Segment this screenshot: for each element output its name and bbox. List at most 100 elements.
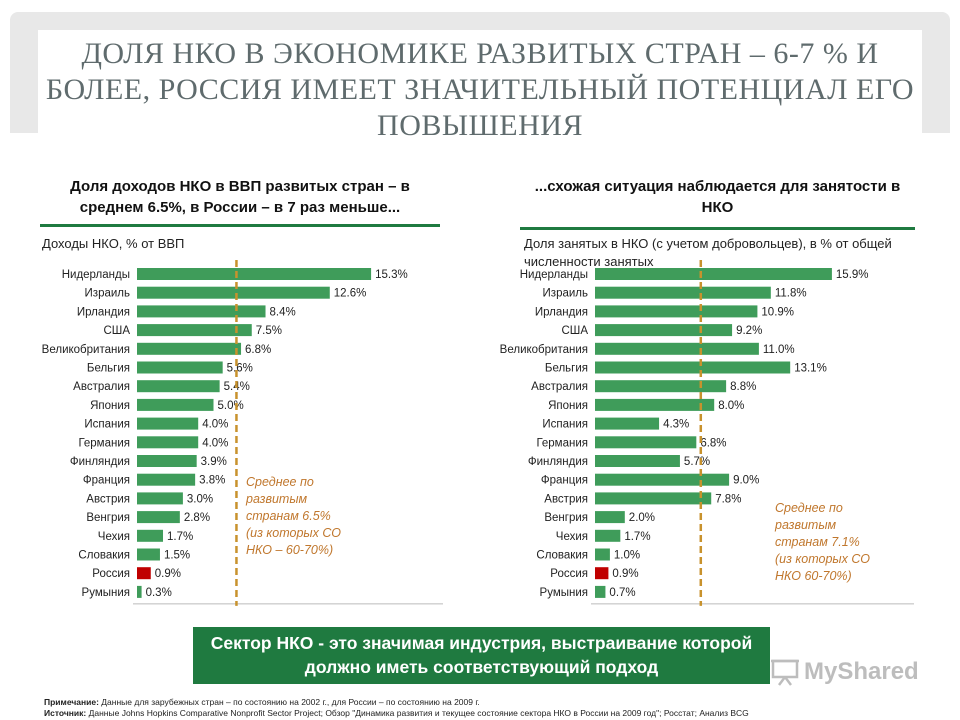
right-average-note-line: странам 7.1%: [775, 535, 860, 549]
right-bar: [595, 361, 791, 374]
right-value-label: 8.8%: [730, 381, 756, 393]
right-bar: [595, 268, 832, 280]
footnote-source-label: Источник:: [44, 708, 87, 718]
right-bar: [595, 342, 759, 355]
right-bar: [595, 455, 680, 467]
left-value-label: 0.9%: [155, 568, 181, 580]
left-bar: [137, 380, 220, 393]
right-bar: [595, 529, 621, 542]
left-bar: [137, 268, 372, 280]
left-average-note-line: развитым: [245, 492, 308, 506]
right-bar: [595, 548, 610, 561]
right-value-label: 8.0%: [718, 400, 744, 412]
right-category-label: США: [561, 325, 588, 337]
right-value-label: 5.7%: [684, 456, 710, 468]
left-category-label: Германия: [78, 437, 130, 449]
right-average-note-line: (из которых СО: [775, 552, 870, 566]
right-category-label: Нидерланды: [520, 269, 588, 281]
left-category-label: Словакия: [78, 550, 130, 562]
left-bar: [137, 398, 214, 411]
right-bar: [595, 436, 697, 449]
right-bar: [595, 585, 606, 598]
right-bar: [595, 473, 730, 486]
footnote-note: Примечание: Данные для зарубежных стран …: [44, 697, 749, 708]
watermark-text: MyShared: [804, 658, 919, 685]
left-bar: [137, 548, 160, 561]
right-category-label: Россия: [550, 568, 588, 580]
left-bar: [137, 342, 242, 355]
left-average-note-line: НКО – 60-70%): [246, 543, 333, 557]
left-category-label: Великобритания: [42, 344, 130, 356]
right-value-label: 15.9%: [836, 269, 869, 281]
left-value-label: 8.4%: [270, 306, 296, 318]
right-category-label: Венгрия: [544, 512, 588, 524]
right-value-label: 7.8%: [715, 493, 741, 505]
left-value-label: 5.0%: [218, 400, 244, 412]
left-chart-subtitle: Доходы НКО, % от ВВП: [42, 236, 185, 251]
slide-title: ДОЛЯ НКО В ЭКОНОМИКЕ РАЗВИТЫХ СТРАН – 6-…: [45, 37, 915, 142]
right-value-label: 0.9%: [612, 568, 638, 580]
left-chart-title: Доля доходов НКО в ВВП развитых стран – …: [70, 178, 410, 216]
watermark: MyShared: [770, 657, 919, 687]
right-value-label: 11.8%: [775, 288, 807, 300]
right-value-label: 6.8%: [700, 437, 726, 449]
right-bar: [595, 511, 625, 524]
right-category-label: Великобритания: [500, 344, 588, 356]
right-bar: [595, 380, 727, 393]
left-value-label: 5.6%: [227, 363, 253, 375]
left-category-label: Нидерланды: [62, 269, 130, 281]
right-value-label: 1.7%: [624, 531, 650, 543]
left-category-label: Австралия: [73, 381, 130, 393]
left-bar-russia: [137, 567, 151, 580]
left-value-label: 1.7%: [167, 531, 193, 543]
left-bar: [137, 324, 252, 337]
right-value-label: 1.0%: [614, 550, 640, 562]
right-category-label: Австралия: [531, 381, 588, 393]
footnote-source-text: Данные Johns Hopkins Comparative Nonprof…: [88, 708, 749, 718]
left-bar: [137, 511, 180, 524]
right-bar: [595, 398, 715, 411]
right-bar-russia: [595, 567, 609, 580]
left-bar: [137, 286, 330, 299]
right-category-label: Чехия: [556, 531, 588, 543]
left-average-note-line: Среднее по: [246, 475, 314, 489]
left-value-label: 4.0%: [202, 437, 228, 449]
right-category-label: Германия: [536, 437, 588, 449]
left-value-label: 3.0%: [187, 493, 213, 505]
right-category-label: Израиль: [543, 288, 588, 300]
right-average-note-line: развитым: [774, 518, 837, 532]
left-bar: [137, 436, 199, 449]
left-value-label: 15.3%: [375, 269, 408, 281]
left-category-label: Финляндия: [70, 456, 130, 468]
right-average-note-line: НКО 60-70%): [775, 569, 852, 583]
footnote-source: Источник: Данные Johns Hopkins Comparati…: [44, 708, 749, 719]
left-average-note-line: странам 6.5%: [246, 509, 331, 523]
left-category-label: Австрия: [86, 493, 130, 505]
right-value-label: 0.7%: [609, 587, 635, 599]
left-category-label: Бельгия: [87, 363, 130, 375]
right-bar-chart: Нидерланды 15.9% Израиль 11.8% Ирландия 10.9%…: [500, 260, 914, 606]
left-bar: [137, 361, 223, 374]
right-category-label: Финляндия: [528, 456, 588, 468]
right-bar: [595, 324, 733, 337]
right-value-label: 9.0%: [733, 475, 759, 487]
left-value-label: 1.5%: [164, 550, 190, 562]
left-value-label: 6.8%: [245, 344, 271, 356]
right-category-label: Румыния: [540, 587, 588, 599]
left-value-label: 7.5%: [256, 325, 282, 337]
left-value-label: 4.0%: [202, 419, 228, 431]
footnote-note-text: Данные для зарубежных стран – по состоян…: [101, 697, 480, 707]
right-value-label: 9.2%: [736, 325, 762, 337]
right-category-label: Бельгия: [545, 363, 588, 375]
right-value-label: 13.1%: [794, 363, 827, 375]
right-bar: [595, 286, 771, 299]
left-category-label: Япония: [90, 400, 130, 412]
right-chart-title: ...схожая ситуация наблюдается для занят…: [534, 178, 901, 216]
left-category-label: Румыния: [82, 587, 130, 599]
right-value-label: 4.3%: [663, 419, 689, 431]
left-bar: [137, 417, 199, 430]
left-category-label: Израиль: [85, 288, 130, 300]
left-bar: [137, 473, 196, 486]
callout-box: Сектор НКО - это значимая индустрия, выс…: [193, 627, 770, 684]
left-value-label: 3.8%: [199, 475, 225, 487]
